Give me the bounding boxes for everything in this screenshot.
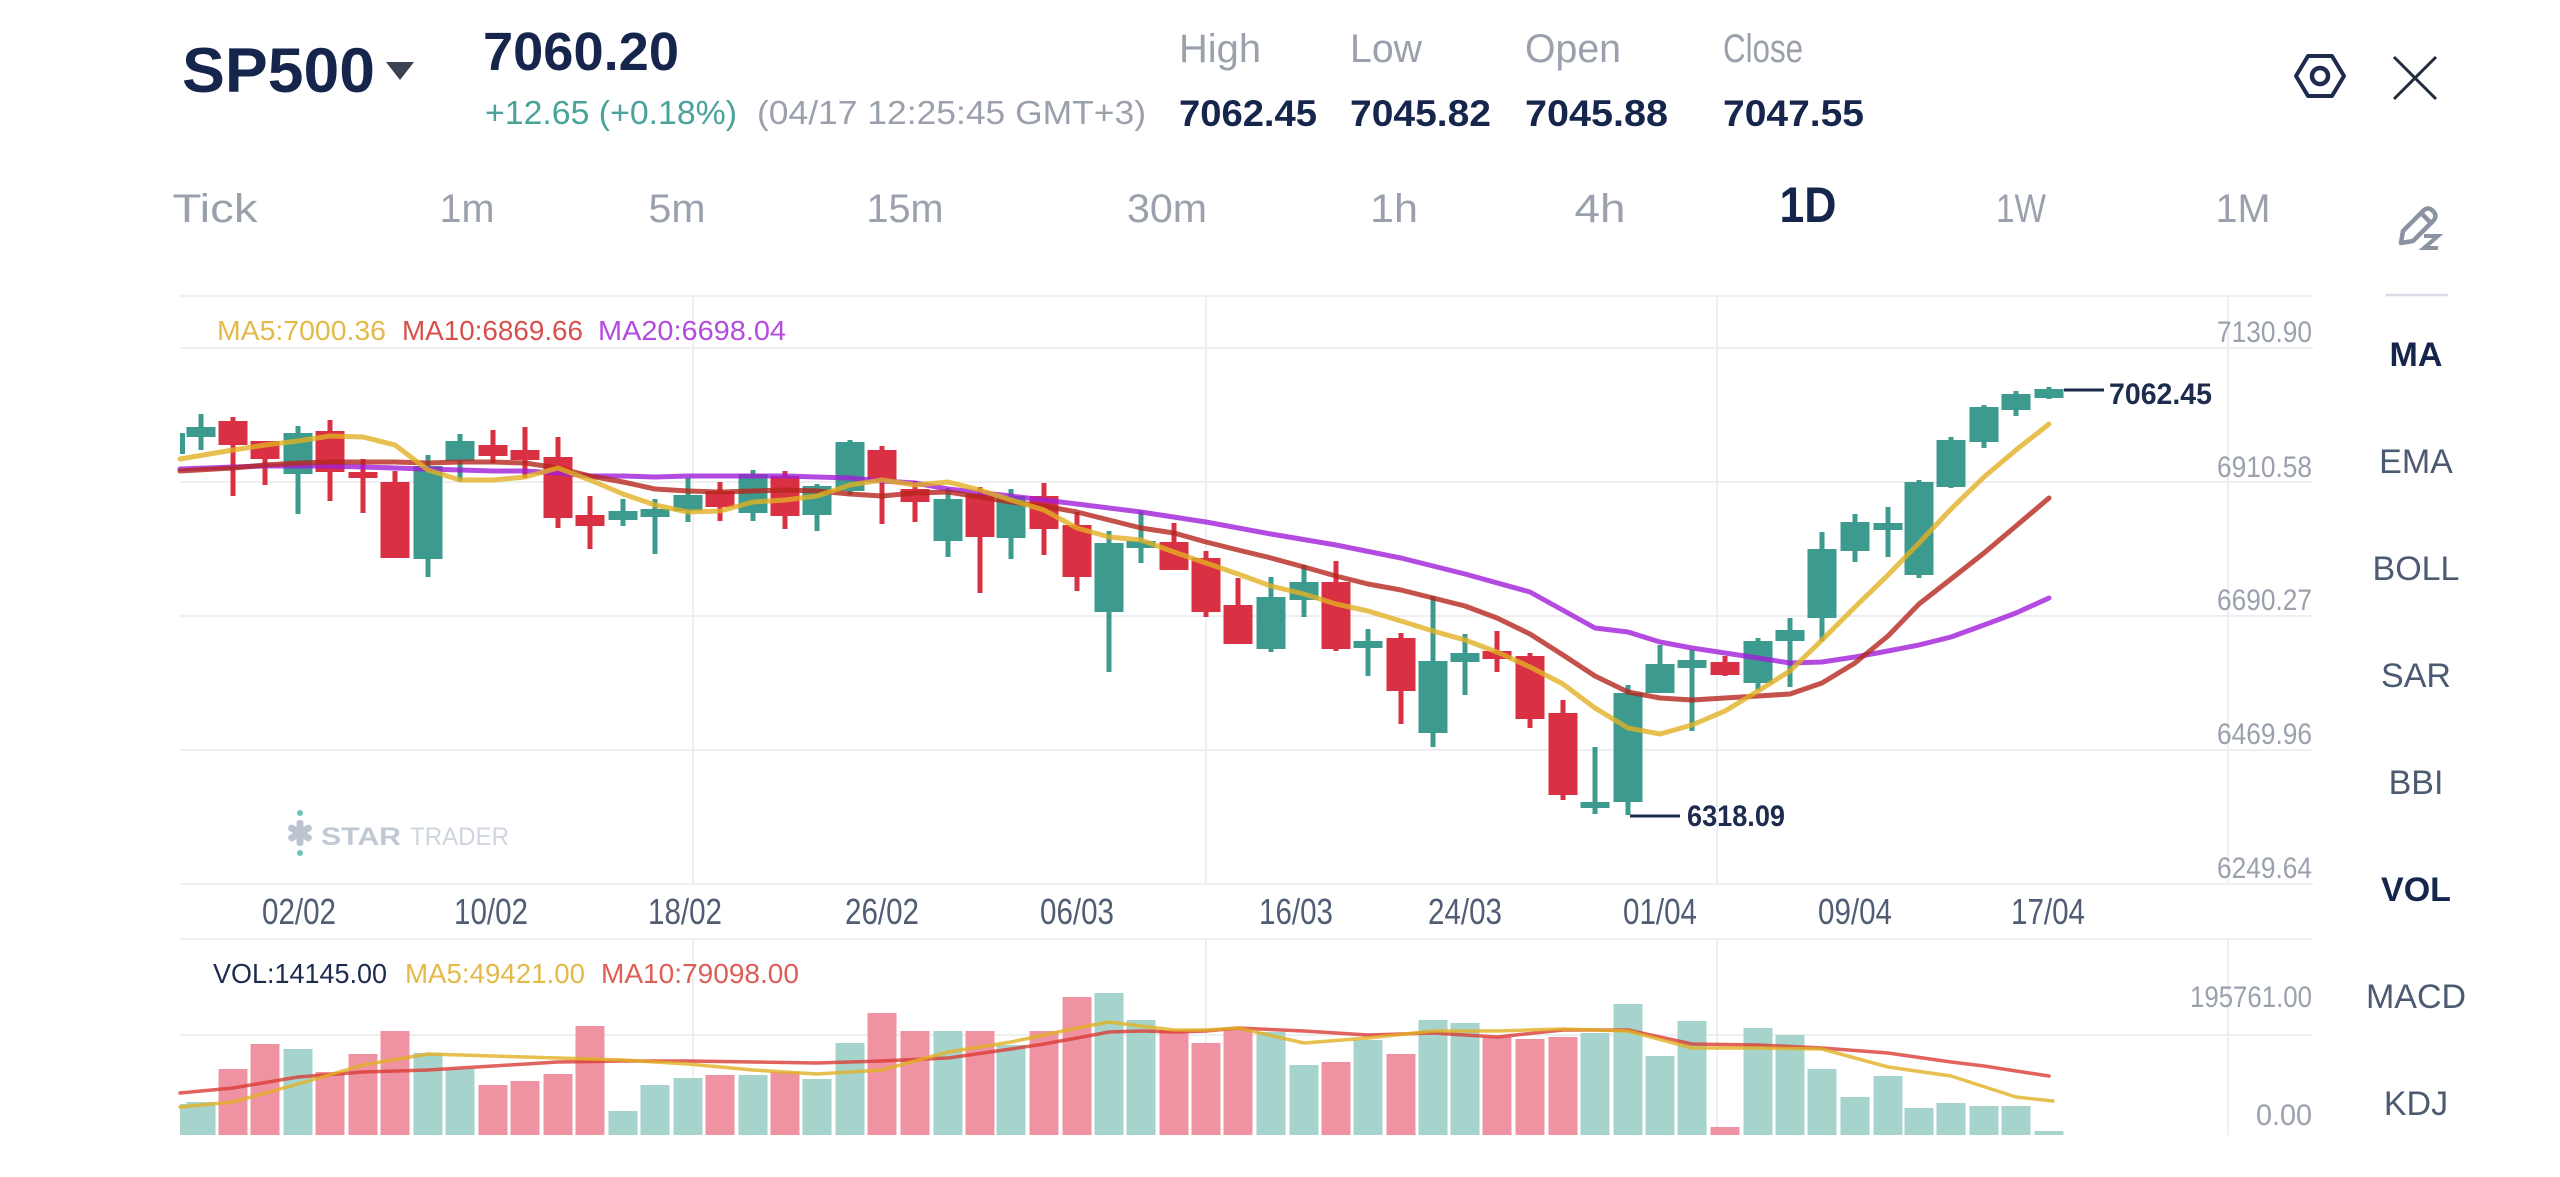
svg-text:1W: 1W	[1996, 187, 2046, 231]
svg-text:STAR: STAR	[321, 823, 401, 851]
svg-text:26/02: 26/02	[845, 891, 919, 932]
svg-text:MA: MA	[2390, 336, 2443, 374]
svg-text:KDJ: KDJ	[2384, 1085, 2448, 1123]
svg-text:EMA: EMA	[2379, 443, 2453, 481]
svg-text:Low: Low	[1350, 27, 1422, 71]
svg-text:4h: 4h	[1575, 187, 1626, 231]
svg-text:24/03: 24/03	[1428, 891, 1502, 932]
svg-text:7047.55: 7047.55	[1723, 93, 1864, 134]
svg-text:MA10:79098.00: MA10:79098.00	[601, 958, 799, 989]
svg-text:7045.82: 7045.82	[1350, 93, 1491, 134]
svg-text:1m: 1m	[440, 187, 495, 231]
svg-text:09/04: 09/04	[1818, 891, 1892, 932]
svg-text:02/02: 02/02	[262, 891, 336, 932]
svg-text:Close: Close	[1723, 27, 1803, 71]
svg-text:(04/17 12:25:45 GMT+3): (04/17 12:25:45 GMT+3)	[757, 94, 1146, 131]
svg-text:30m: 30m	[1127, 187, 1207, 231]
svg-text:18/02: 18/02	[648, 891, 722, 932]
svg-text:1h: 1h	[1370, 187, 1418, 231]
svg-text:6469.96: 6469.96	[2217, 718, 2312, 751]
svg-text:MA10:6869.66: MA10:6869.66	[402, 315, 583, 346]
svg-text:7060.20: 7060.20	[483, 22, 679, 82]
svg-text:6910.58: 6910.58	[2217, 451, 2312, 484]
svg-text:01/04: 01/04	[1623, 891, 1697, 932]
svg-text:6249.64: 6249.64	[2217, 852, 2312, 885]
svg-text:17/04: 17/04	[2011, 891, 2085, 932]
svg-text:VOL: VOL	[2381, 871, 2451, 909]
svg-text:+12.65 (+0.18%): +12.65 (+0.18%)	[485, 94, 737, 131]
svg-text:1M: 1M	[2216, 187, 2271, 231]
svg-text:1D: 1D	[1780, 177, 1837, 233]
svg-text:MACD: MACD	[2366, 978, 2466, 1016]
svg-text:SP500: SP500	[182, 36, 375, 106]
svg-text:7062.45: 7062.45	[2109, 378, 2212, 411]
svg-text:TRADER: TRADER	[410, 823, 509, 851]
svg-text:0.00: 0.00	[2256, 1099, 2312, 1132]
svg-text:7045.88: 7045.88	[1525, 93, 1668, 134]
svg-text:6318.09: 6318.09	[1687, 800, 1785, 833]
svg-text:High: High	[1179, 27, 1261, 71]
svg-text:195761.00: 195761.00	[2190, 981, 2312, 1014]
svg-text:6690.27: 6690.27	[2217, 584, 2312, 617]
svg-text:5m: 5m	[649, 187, 706, 231]
svg-text:10/02: 10/02	[454, 891, 528, 932]
svg-text:MA20:6698.04: MA20:6698.04	[598, 315, 786, 346]
svg-text:MA5:49421.00: MA5:49421.00	[405, 958, 585, 989]
svg-text:7062.45: 7062.45	[1179, 93, 1317, 134]
svg-text:Open: Open	[1525, 27, 1621, 71]
svg-text:SAR: SAR	[2381, 657, 2451, 695]
svg-text:MA5:7000.36: MA5:7000.36	[217, 315, 386, 346]
svg-text:06/03: 06/03	[1040, 891, 1114, 932]
svg-text:15m: 15m	[867, 187, 944, 231]
svg-text:16/03: 16/03	[1259, 891, 1333, 932]
svg-text:Tick: Tick	[173, 187, 259, 231]
svg-text:BOLL: BOLL	[2373, 550, 2460, 588]
svg-text:BBI: BBI	[2389, 764, 2444, 802]
svg-text:VOL:14145.00: VOL:14145.00	[213, 958, 387, 989]
svg-text:7130.90: 7130.90	[2217, 316, 2312, 349]
